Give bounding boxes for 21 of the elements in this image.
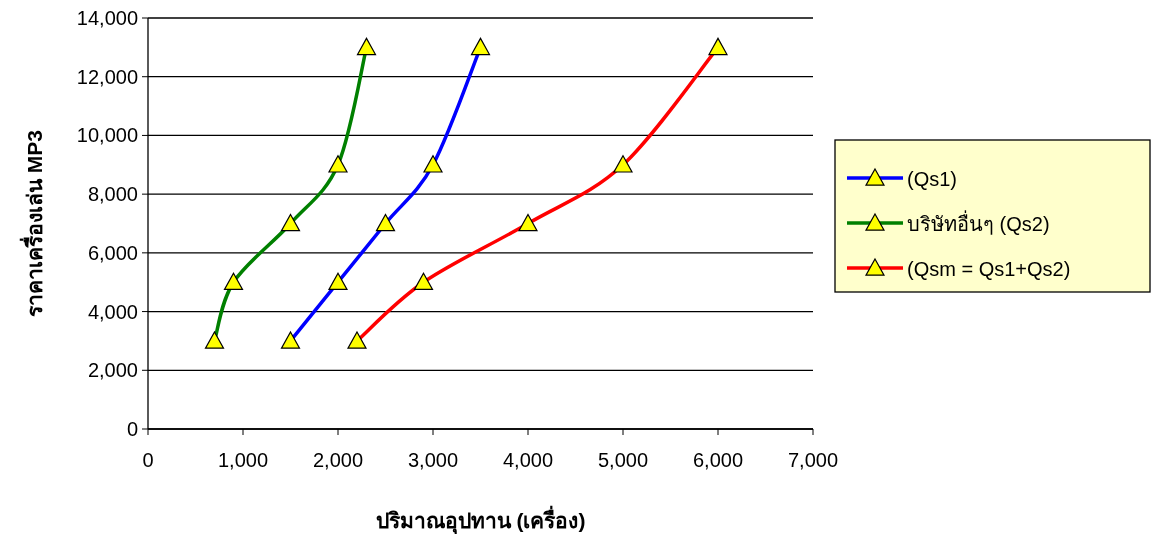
y-axis-title: ราคาเครื่องเล่น MP3 xyxy=(19,129,46,318)
legend-label: บริษัทอื่นๆ (Qs2) xyxy=(907,210,1050,235)
legend-label: (Qsm = Qs1+Qs2) xyxy=(907,258,1071,280)
x-tick-label: 4,000 xyxy=(502,449,554,471)
y-tick-label: 0 xyxy=(126,418,138,440)
x-tick-label: 0 xyxy=(142,449,154,471)
x-tick-label: 2,000 xyxy=(312,449,364,471)
x-tick-label: 7,000 xyxy=(787,449,839,471)
y-tick-label: 4,000 xyxy=(87,300,138,323)
x-tick-label: 3,000 xyxy=(407,449,459,471)
x-tick-label: 5,000 xyxy=(597,449,649,471)
y-tick-label: 6,000 xyxy=(87,241,138,264)
legend-label: (Qs1) xyxy=(907,168,957,190)
y-tick-label: 10,000 xyxy=(76,124,138,147)
x-tick-label: 1,000 xyxy=(217,449,269,471)
y-tick-label: 8,000 xyxy=(87,183,138,206)
x-axis-title: ปริมาณอุปทาน (เครื่อง) xyxy=(375,505,586,535)
x-tick-label: 6,000 xyxy=(692,449,744,471)
y-tick-label: 14,000 xyxy=(76,7,138,29)
y-tick-label: 12,000 xyxy=(76,65,138,88)
y-tick-label: 2,000 xyxy=(87,359,138,382)
